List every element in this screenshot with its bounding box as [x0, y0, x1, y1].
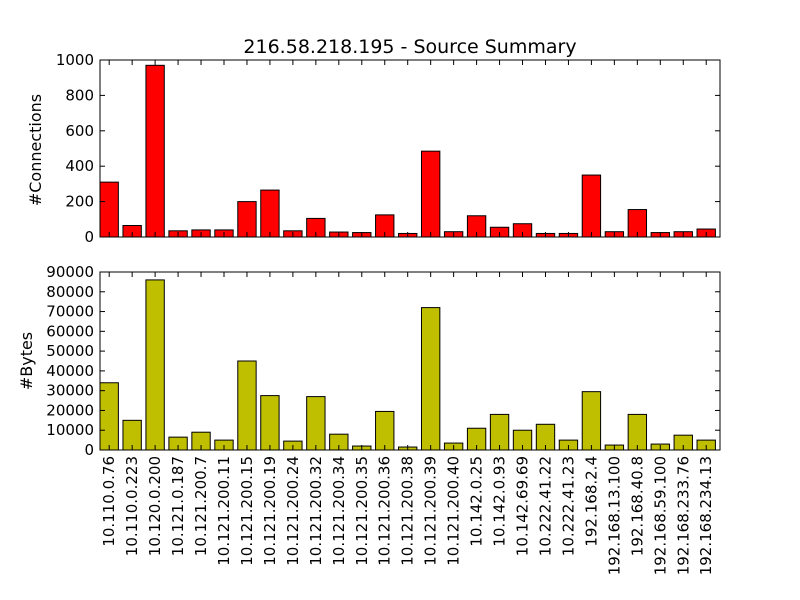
x-tick-label-24: 192.168.59.100: [651, 456, 669, 575]
bytes-bar-2: [145, 279, 165, 451]
x-tick-label-12: 10.121.200.36: [376, 456, 394, 566]
connections-y-tick-label-1: 200: [65, 193, 94, 211]
x-tick-label-5: 10.121.200.11: [215, 456, 233, 566]
x-tick-label-22: 192.168.13.100: [605, 456, 623, 575]
y-axis-label-connections: #Connections: [26, 94, 45, 206]
bytes-bar-12: [375, 410, 395, 451]
x-tick-label-9: 10.121.200.32: [307, 456, 325, 566]
x-tick-label-26: 192.168.234.13: [697, 456, 715, 575]
x-tick-label-13: 10.121.200.38: [399, 456, 417, 566]
x-tick-label-21: 192.168.2.4: [582, 456, 600, 547]
x-tick-label-6: 10.121.200.15: [238, 456, 256, 566]
x-tick-label-20: 10.222.41.23: [559, 456, 577, 556]
x-tick-label-17: 10.142.0.93: [491, 456, 509, 547]
bytes-y-tick-label-9: 90000: [46, 263, 94, 281]
x-tick-label-7: 10.121.200.19: [261, 456, 279, 566]
connections-bar-0: [99, 181, 119, 238]
bytes-bar-14: [420, 307, 441, 451]
connections-bar-7: [260, 189, 280, 238]
chart-title: 216.58.218.195 - Source Summary: [243, 36, 576, 58]
connections-y-tick-label-4: 800: [65, 86, 94, 104]
x-tick-label-25: 192.168.233.76: [674, 456, 692, 575]
bytes-bar-7: [260, 395, 280, 451]
x-tick-label-10: 10.121.200.34: [330, 456, 348, 566]
bytes-axes-frame: [99, 271, 721, 451]
connections-y-tick-label-2: 400: [65, 157, 94, 175]
connections-bar-21: [581, 174, 602, 238]
x-tick-label-1: 10.110.0.223: [123, 456, 141, 556]
bytes-y-tick-label-0: 0: [84, 441, 94, 459]
y-axis-label-bytes: #Bytes: [17, 332, 36, 390]
connections-y-tick-label-0: 0: [84, 228, 94, 246]
x-tick-label-23: 192.168.40.8: [628, 456, 646, 556]
x-tick-label-11: 10.121.200.35: [353, 456, 371, 566]
bytes-y-tick-label-3: 30000: [46, 382, 94, 400]
bytes-x-tick-labels: 10.110.0.76 10.110.0.223 10.120.0.200 10.12…: [100, 456, 715, 575]
connections-axes: 0 200 400 600 800 1000: [56, 51, 721, 246]
x-tick-label-3: 10.121.0.187: [169, 456, 187, 556]
bytes-bar-17: [489, 413, 510, 451]
bytes-bar-6: [237, 360, 257, 451]
bytes-y-tick-label-6: 60000: [46, 322, 94, 340]
x-tick-label-19: 10.222.41.22: [536, 456, 554, 556]
connections-bar-2: [145, 64, 165, 238]
bytes-y-tick-label-7: 70000: [46, 303, 94, 321]
x-tick-label-16: 10.142.0.25: [468, 456, 486, 547]
connections-bar-6: [237, 201, 257, 238]
bytes-bar-9: [306, 396, 326, 451]
connections-axes-frame: [99, 59, 721, 238]
bytes-y-tick-label-5: 50000: [46, 342, 94, 360]
bytes-y-tick-label-8: 80000: [46, 283, 94, 301]
x-tick-label-18: 10.142.69.69: [514, 456, 532, 556]
bytes-y-tick-label-2: 20000: [46, 401, 94, 419]
bytes-bar-21: [581, 391, 602, 451]
x-tick-label-8: 10.121.200.24: [284, 456, 302, 566]
connections-bar-14: [420, 150, 441, 238]
x-tick-label-0: 10.110.0.76: [100, 456, 118, 547]
connections-y-tick-label-3: 600: [65, 122, 94, 140]
bytes-y-tick-label-4: 40000: [46, 362, 94, 380]
x-tick-label-14: 10.121.200.39: [422, 456, 440, 566]
x-tick-label-4: 10.121.200.7: [192, 456, 210, 556]
bytes-y-tick-label-1: 10000: [46, 421, 94, 439]
bytes-bar-0: [99, 382, 119, 451]
x-tick-label-2: 10.120.0.200: [146, 456, 164, 556]
connections-y-tick-label-5: 1000: [56, 51, 94, 69]
x-tick-label-15: 10.121.200.40: [445, 456, 463, 566]
bytes-bar-23: [627, 413, 648, 451]
connections-y-ticks: 0 200 400 600 800 1000: [56, 51, 720, 246]
